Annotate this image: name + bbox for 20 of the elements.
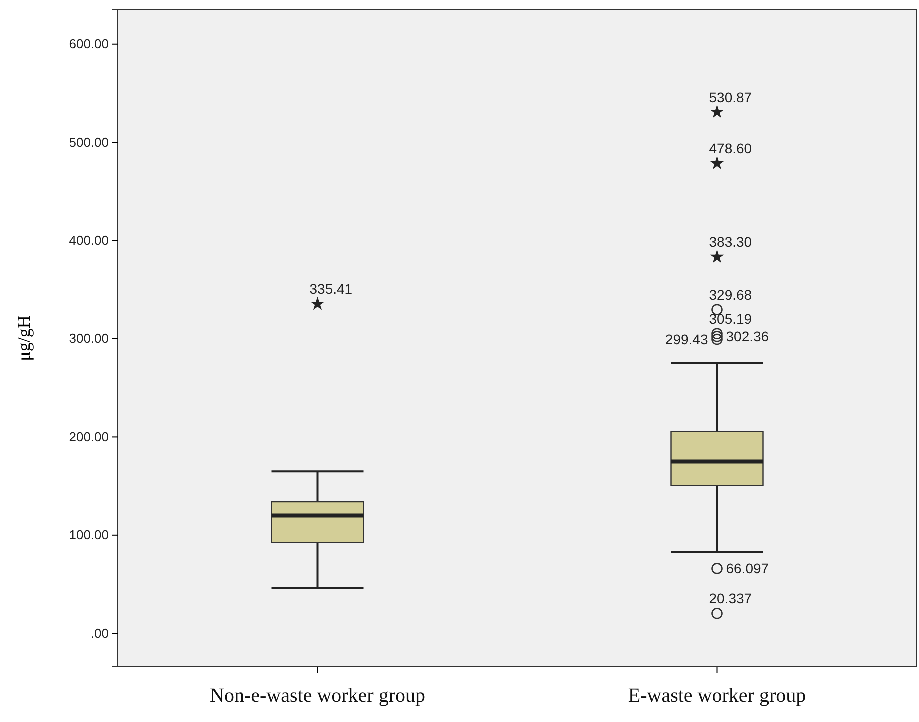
x-tick-label: E-waste worker group [628, 685, 806, 707]
y-tick-label: 100.00 [69, 528, 109, 543]
y-tick-label: 300.00 [69, 331, 109, 346]
y-tick-label: 500.00 [69, 134, 109, 150]
data-label: 305.19 [709, 310, 752, 327]
x-tick-label: Non-e-waste worker group [210, 685, 426, 707]
y-tick-label: .00 [90, 626, 109, 641]
data-label: 329.68 [709, 286, 752, 303]
data-label: 302.36 [726, 328, 770, 345]
y-axis-title: μg/gH [14, 316, 34, 362]
y-tick-label: 200.00 [69, 429, 109, 444]
y-tick-label: 400.00 [69, 232, 109, 248]
data-label: 20.337 [709, 590, 752, 607]
data-label: 478.60 [709, 140, 752, 157]
data-label: 66.097 [726, 560, 770, 577]
data-label: 299.43 [665, 332, 708, 348]
data-label: 530.87 [709, 89, 752, 106]
y-tick-label: 600.00 [69, 36, 109, 52]
data-label: 335.41 [310, 281, 353, 298]
data-label: 383.30 [709, 234, 752, 250]
